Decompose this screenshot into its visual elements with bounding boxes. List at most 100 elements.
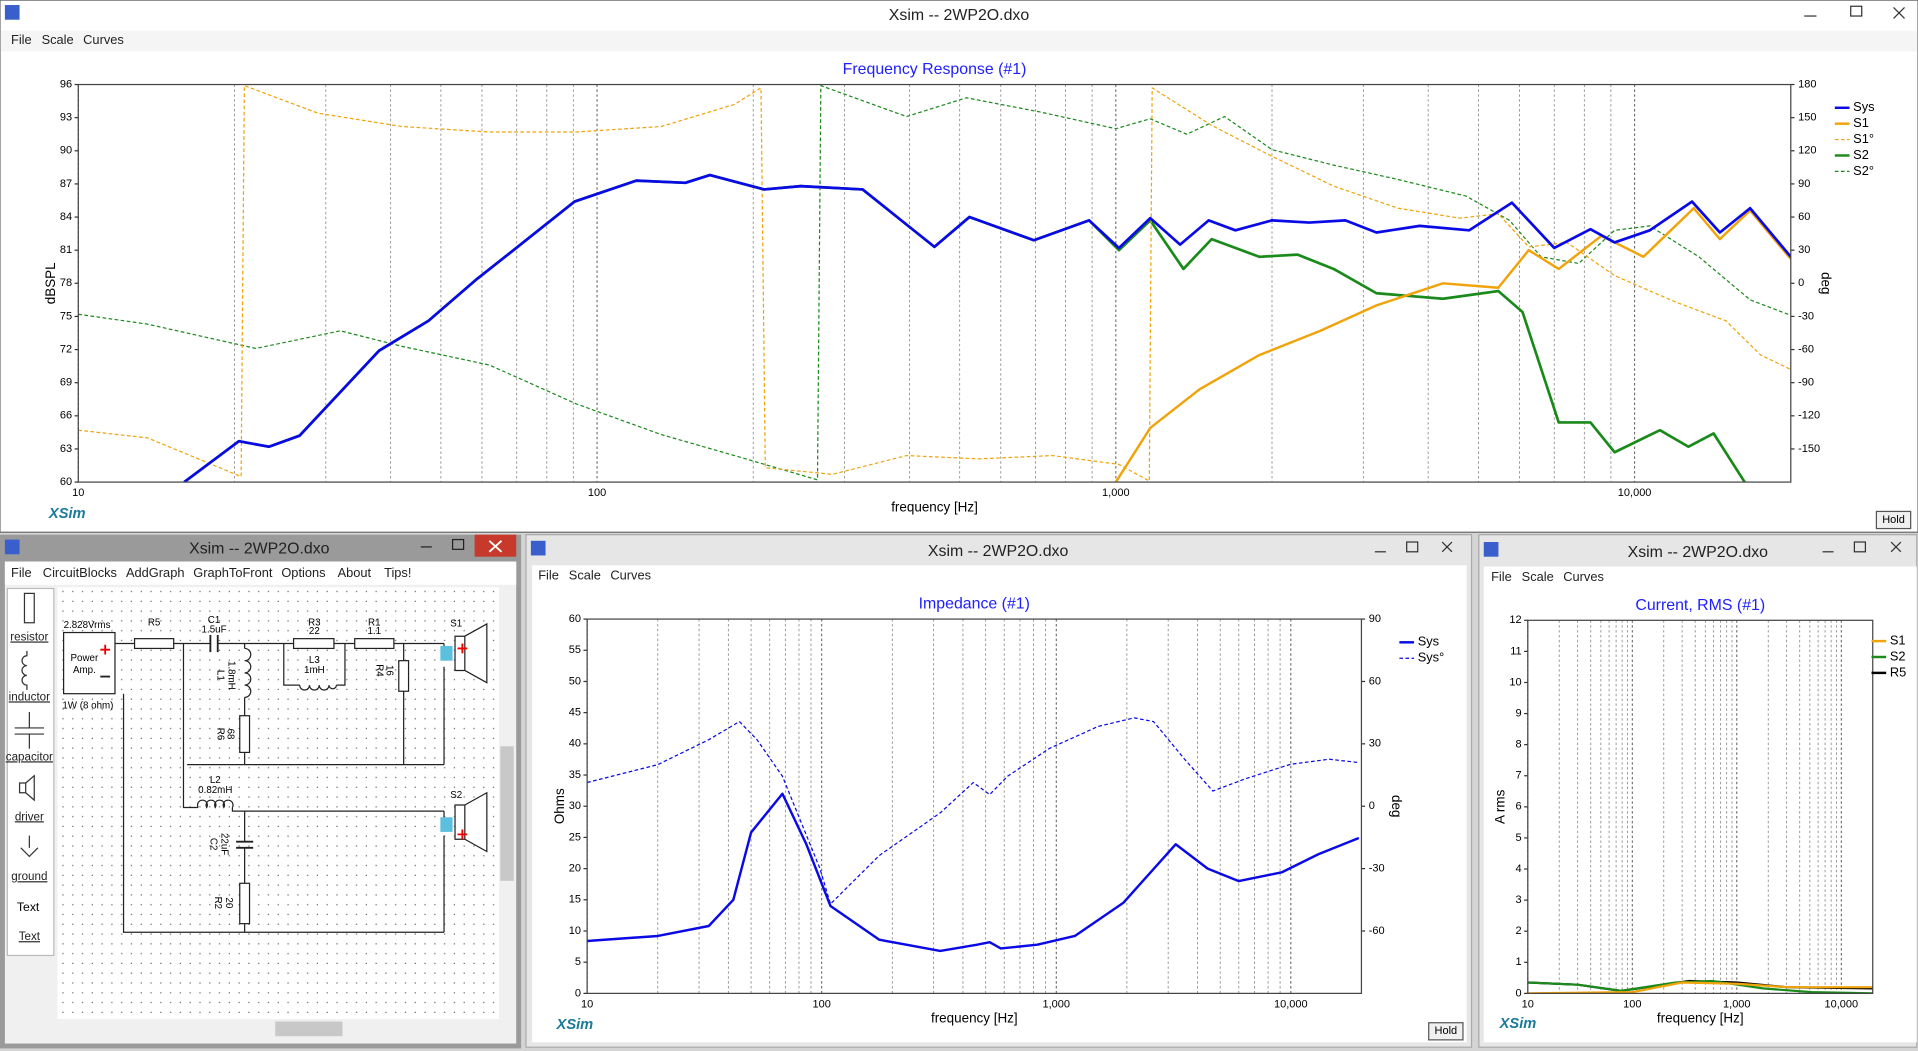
part-ref: L2 <box>210 775 221 786</box>
y-tick-label: 75 <box>60 310 72 322</box>
inductor-icon[interactable] <box>21 650 28 691</box>
tool-label[interactable]: inductor <box>9 690 50 703</box>
x-axis-label: frequency [Hz] <box>1657 1011 1744 1026</box>
y-tick-label: 63 <box>60 443 72 455</box>
y2-axis-label: deg <box>1818 272 1833 294</box>
part-ref: R1 <box>368 617 380 628</box>
part-value: 22 <box>309 626 320 637</box>
logo: XSim <box>556 1017 594 1033</box>
source-name: Power <box>71 653 99 664</box>
y-tick-label: 60 <box>60 476 72 488</box>
power-amp <box>62 631 116 695</box>
chart-title: Frequency Response (#1) <box>843 61 1027 78</box>
y-tick-label: 78 <box>60 277 72 289</box>
tool-label[interactable]: Text <box>19 930 41 943</box>
ground-icon[interactable] <box>20 835 39 858</box>
hold-button[interactable] <box>1428 1022 1464 1041</box>
y2-tick-label: 90 <box>1369 613 1381 625</box>
part-ref: C1 <box>208 615 220 626</box>
y-tick-label: 72 <box>60 343 72 355</box>
source-voltage: 2.828Vrms <box>64 620 111 631</box>
capacitor-icon[interactable] <box>14 712 45 749</box>
canvas-grid <box>57 587 500 1020</box>
part-ref: S1 <box>450 619 462 630</box>
menu-item[interactable]: CircuitBlocks <box>43 565 117 580</box>
y-axis-label: A rms <box>1492 789 1507 824</box>
y-tick-label: 40 <box>569 738 581 750</box>
x-tick-label: 10 <box>581 998 593 1010</box>
part-ref: R5 <box>148 617 161 628</box>
legend-label: R5 <box>1890 664 1906 679</box>
plot-area <box>587 619 1362 994</box>
menu-item[interactable]: Scale <box>569 568 601 583</box>
menu-item[interactable]: AddGraph <box>126 565 184 580</box>
y-tick-label: 7 <box>1516 770 1522 782</box>
menu-item[interactable]: Curves <box>83 32 124 47</box>
x-tick-label: 10 <box>72 487 84 499</box>
app-icon <box>530 540 546 556</box>
source-name: Amp. <box>73 665 96 676</box>
plus-terminal <box>457 643 468 654</box>
menu-item[interactable]: About <box>338 565 372 580</box>
y2-tick-label: 60 <box>1369 675 1381 687</box>
tool-label[interactable]: resistor <box>10 630 48 643</box>
hold-label[interactable]: Hold <box>1882 514 1905 526</box>
tool-label[interactable]: driver <box>15 810 44 823</box>
menu-item[interactable]: File <box>538 568 559 583</box>
menu-item[interactable]: File <box>11 565 32 580</box>
y2-tick-label: 30 <box>1369 738 1381 750</box>
y-tick-label: 10 <box>569 925 581 937</box>
tool-label[interactable]: capacitor <box>6 750 53 763</box>
hold-button[interactable] <box>1875 510 1912 530</box>
menu-item[interactable]: File <box>11 32 32 47</box>
menu-item[interactable]: GraphToFront <box>193 565 273 580</box>
driver-icon[interactable] <box>18 774 35 802</box>
menu-item[interactable]: File <box>1491 569 1512 584</box>
y-tick-label: 25 <box>569 831 581 843</box>
y-tick-label: 35 <box>569 769 581 781</box>
menu-item[interactable]: Curves <box>610 568 651 583</box>
hold-label[interactable]: Hold <box>1435 1025 1458 1037</box>
tool-label[interactable]: ground <box>11 870 47 883</box>
legend-label: S2 <box>1853 147 1869 162</box>
chart-title: Impedance (#1) <box>919 596 1030 613</box>
resistor <box>239 882 251 925</box>
maximize-button[interactable] <box>1406 541 1419 553</box>
resistor-icon[interactable] <box>23 592 35 624</box>
part-value: 20 <box>223 897 234 908</box>
menu-item[interactable]: Tips! <box>384 565 411 580</box>
y2-tick-label: -60 <box>1798 343 1814 355</box>
plot-frame <box>77 83 1792 483</box>
series-line <box>587 792 1360 953</box>
close-button[interactable] <box>1441 541 1453 553</box>
maximize-button[interactable] <box>1850 5 1863 17</box>
y-tick-label: 87 <box>60 178 72 190</box>
y-tick-label: 12 <box>1509 614 1521 626</box>
menu-item[interactable]: Scale <box>1522 569 1554 584</box>
schematic-window: Xsim -- 2WP2O.dxo File CircuitBlocks Add… <box>0 534 522 1049</box>
legend-label: S1 <box>1890 632 1906 647</box>
part-value: 1.8mH <box>226 661 237 690</box>
y-tick-label: 60 <box>569 613 581 625</box>
part-ref: C2 <box>207 838 218 850</box>
menu-item[interactable]: Scale <box>42 32 74 47</box>
y2-tick-label: 30 <box>1798 244 1810 256</box>
legend-label: S1° <box>1853 131 1874 146</box>
series-layer <box>1527 979 1873 994</box>
scrollbar-thumb[interactable] <box>275 1021 343 1037</box>
window-title: Xsim -- 2WP2O.dxo <box>189 541 330 558</box>
menu-item[interactable]: Options <box>281 565 325 580</box>
menu-item[interactable]: Curves <box>1563 569 1604 584</box>
x-tick-label: 10,000 <box>1618 487 1652 499</box>
scrollbar-thumb[interactable] <box>500 746 514 881</box>
maximize-button[interactable] <box>1853 541 1867 553</box>
text-icon[interactable]: Text <box>17 900 40 914</box>
maximize-button[interactable] <box>451 538 465 550</box>
legend-label: S1 <box>1853 115 1869 130</box>
part-value: 22uF <box>218 833 229 855</box>
close-button[interactable] <box>1893 7 1905 19</box>
y-tick-label: 4 <box>1516 863 1522 875</box>
y-tick-label: 30 <box>569 800 581 812</box>
close-button[interactable] <box>1890 541 1902 553</box>
